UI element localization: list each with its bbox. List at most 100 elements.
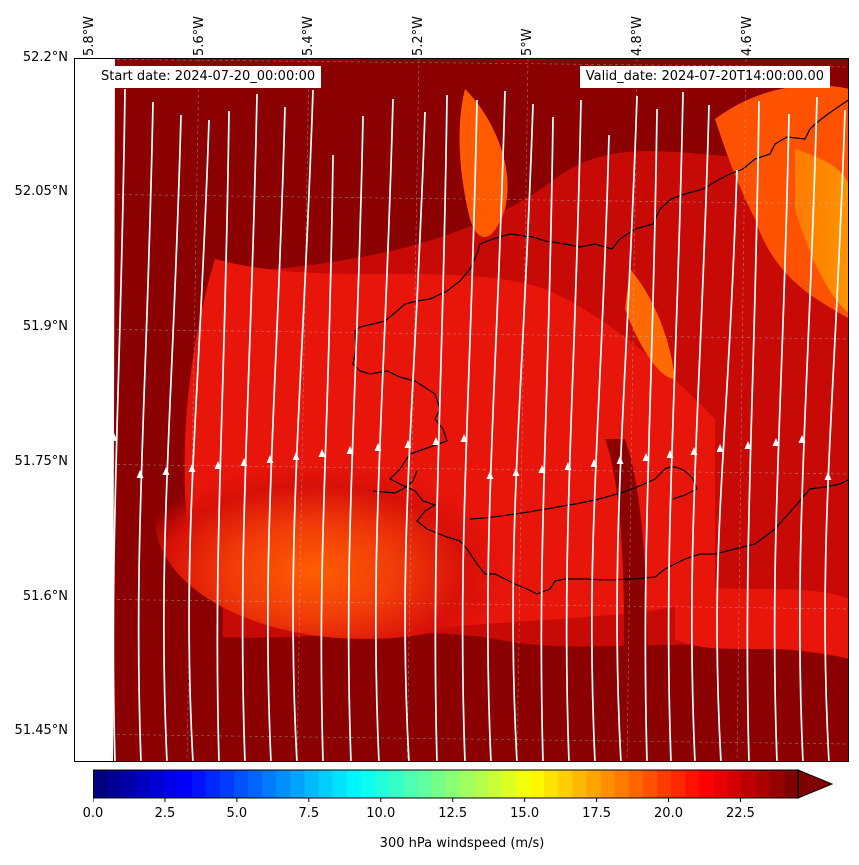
streamline <box>347 115 364 761</box>
colorbar-bin <box>657 770 672 798</box>
streamline-arrow <box>266 455 274 463</box>
colorbar-bin <box>544 770 559 798</box>
colorbar-tick-label: 2.5 <box>154 806 176 821</box>
streamline-arrow <box>512 468 520 476</box>
streamline-arrow <box>666 450 674 458</box>
colorbar-bin <box>262 770 277 798</box>
colorbar-bin <box>234 770 249 798</box>
lat-label-52-05: 52.05°N <box>14 184 68 199</box>
colorbar-bin <box>149 770 165 798</box>
colorbar-tick-label: 17.5 <box>582 806 612 821</box>
colorbar-bin <box>121 770 136 798</box>
streamline <box>590 134 610 761</box>
colorbar-bin <box>628 770 644 798</box>
lon-label-4-6: 4.6°W <box>740 15 755 56</box>
colorbar-bin <box>769 770 785 798</box>
streamline-arrow <box>214 461 222 469</box>
colorbar-bin <box>290 770 306 798</box>
field-orange-core <box>155 399 575 639</box>
streamline-arrow <box>346 446 354 454</box>
colorbar-tick-label: 5.0 <box>226 806 248 821</box>
lon-label-5-0: 5°W <box>520 28 535 56</box>
colorbar-tick-label: 0.0 <box>82 806 104 821</box>
colorbar-bin <box>600 770 616 798</box>
streamline <box>540 116 554 761</box>
colorbar-title: 300 hPa windspeed (m/s) <box>379 836 545 851</box>
map-panel <box>74 58 849 762</box>
streamline-arrow <box>564 462 572 470</box>
colorbar-tick-label: 22.5 <box>725 806 755 821</box>
streamline <box>374 98 394 761</box>
colorbar-bin <box>360 770 376 798</box>
streamline-arrow <box>824 472 832 480</box>
streamline-arrow <box>616 456 624 464</box>
colorbar-bin <box>685 770 700 798</box>
lat-label-51-45: 51.45°N <box>14 723 68 738</box>
streamline <box>112 88 126 761</box>
colorbar-bin <box>304 770 320 798</box>
streamline <box>266 106 286 761</box>
colorbar-bin <box>93 770 108 798</box>
streamline-arrow <box>538 465 546 473</box>
colorbar-bin <box>459 770 475 798</box>
colorbar-bin <box>558 770 573 798</box>
streamline <box>746 100 760 761</box>
streamline <box>512 103 534 761</box>
colorbar-tick-label: 20.0 <box>654 806 683 821</box>
streamline-arrow <box>486 471 494 479</box>
streamline-arrow <box>162 467 170 475</box>
streamline <box>690 104 710 761</box>
colorbar-bin <box>586 770 602 798</box>
coastline <box>352 99 848 595</box>
colorbar-tick-label: 10.0 <box>366 806 396 821</box>
colorbar-bin <box>163 770 179 798</box>
valid-date-label: Valid_date: 2024-07-20T14:00:00.00 <box>579 66 830 88</box>
streamline <box>824 109 846 761</box>
streamline <box>798 96 818 761</box>
colorbar-extend-arrow <box>797 769 833 799</box>
streamline-arrow <box>744 441 752 449</box>
lon-label-5-4: 5.4°W <box>301 15 316 56</box>
colorbar-bin <box>403 770 418 798</box>
streamline-arrow <box>642 453 650 461</box>
colorbar-bin <box>713 770 729 798</box>
colorbar-tick-label: 15.0 <box>510 806 540 821</box>
colorbar-bin <box>699 770 714 798</box>
colorbar-bin <box>572 770 588 798</box>
colorbar-bin <box>755 770 771 798</box>
streamline-arrow <box>240 458 248 466</box>
colorbar-bin <box>276 770 291 798</box>
colorbar-tick-label: 12.5 <box>438 806 468 821</box>
streamline <box>404 111 426 761</box>
colorbar-bin <box>346 770 362 798</box>
field-orange-streak-2 <box>625 269 675 379</box>
lon-label-4-8: 4.8°W <box>630 15 645 56</box>
colorbar-bin <box>501 770 517 798</box>
streamline <box>644 108 658 761</box>
colorbar-bin <box>219 770 235 798</box>
streamline <box>137 101 154 761</box>
colorbar-gradient <box>93 769 833 802</box>
lat-label-51-9: 51.9°N <box>22 319 68 334</box>
windspeed-map <box>75 59 848 761</box>
lon-label-5-8: 5.8°W <box>82 15 97 56</box>
field-red-lower-right <box>675 579 848 659</box>
streamline-arrow <box>318 449 326 457</box>
streamline-arrow <box>460 434 468 442</box>
streamline-arrow <box>590 459 598 467</box>
lat-label-51-6: 51.6°N <box>22 589 68 604</box>
lon-label-5-2: 5.2°W <box>411 15 426 56</box>
colorbar-bin <box>332 770 348 798</box>
colorbar-bin <box>389 770 404 798</box>
streamline <box>241 93 258 761</box>
streamline-arrow <box>404 440 412 448</box>
colorbar-tick-label: 7.5 <box>298 806 320 821</box>
field-dark-bottom <box>113 619 848 761</box>
streamline-arrow <box>374 443 382 451</box>
colorbar-bin <box>107 770 122 798</box>
projection-gap <box>75 59 115 761</box>
streamline-arrow <box>292 452 300 460</box>
colorbar-bin <box>642 770 658 798</box>
streamline-arrow <box>716 444 724 452</box>
colorbar-bin <box>191 770 207 798</box>
